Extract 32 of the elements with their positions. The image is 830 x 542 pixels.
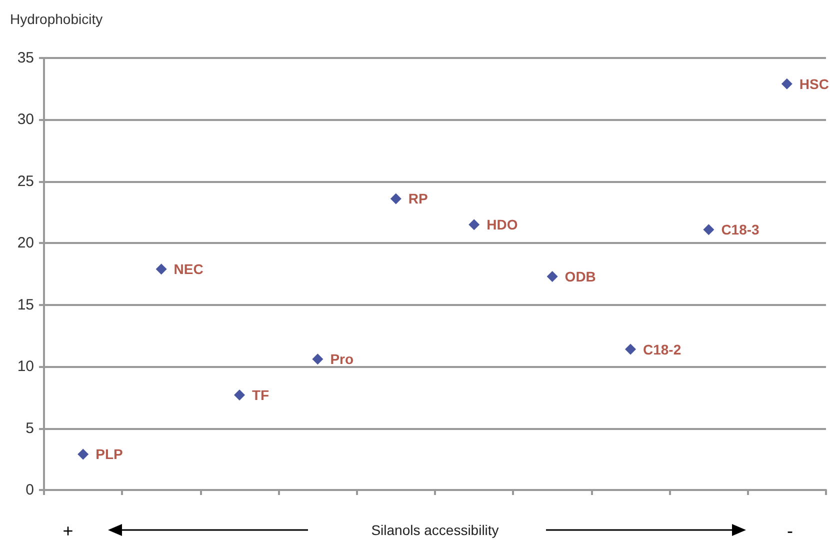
point bbox=[390, 193, 402, 204]
series-label: ODB bbox=[564, 268, 596, 284]
text: - bbox=[787, 521, 793, 541]
series-label: HSC bbox=[799, 76, 829, 92]
y-tick-label: 5 bbox=[26, 420, 34, 437]
point bbox=[78, 448, 89, 460]
point bbox=[781, 78, 792, 90]
y-tick-label: 0 bbox=[26, 482, 34, 498]
series-label: C18-3 bbox=[721, 222, 760, 238]
series-label: RP bbox=[408, 190, 428, 207]
y-tick-label: 10 bbox=[17, 358, 34, 376]
text: + bbox=[62, 521, 74, 541]
point bbox=[546, 270, 558, 282]
series-label: HDO bbox=[486, 216, 518, 233]
y-tick-label: 35 bbox=[17, 50, 34, 66]
series-label: NEC bbox=[174, 261, 204, 278]
point bbox=[156, 264, 167, 275]
point bbox=[234, 389, 245, 400]
point bbox=[625, 344, 636, 355]
y-tick-label: 25 bbox=[17, 172, 34, 190]
series-label: C18-2 bbox=[643, 341, 682, 358]
x-axis-title: Silanols accessibility bbox=[371, 522, 499, 538]
point bbox=[703, 224, 714, 236]
point bbox=[312, 354, 324, 365]
y-tick-label: 30 bbox=[17, 111, 34, 128]
series-label: PLP bbox=[96, 446, 123, 462]
series-label: Pro bbox=[330, 351, 354, 368]
series-label: TF bbox=[252, 386, 270, 403]
y-tick-label: 15 bbox=[17, 296, 34, 314]
y-axis-title: Hydrophobicity bbox=[10, 11, 103, 27]
point bbox=[468, 219, 480, 230]
y-tick-label: 20 bbox=[17, 234, 34, 252]
